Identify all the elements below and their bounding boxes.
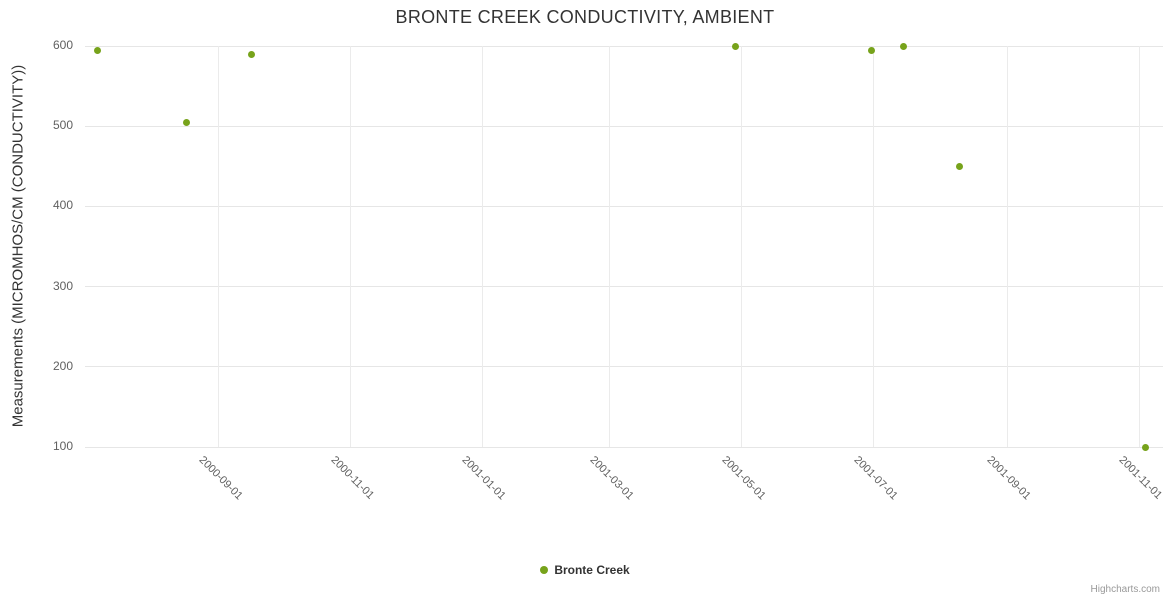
legend-marker-icon: [540, 566, 549, 574]
data-point[interactable]: [956, 162, 964, 170]
data-point[interactable]: [900, 42, 908, 50]
x-axis-tick-label: 2001-03-01: [587, 454, 636, 503]
data-point[interactable]: [247, 50, 255, 58]
data-point[interactable]: [867, 46, 875, 54]
data-point[interactable]: [94, 46, 102, 54]
x-gridline: [218, 46, 220, 447]
x-gridline: [1006, 46, 1008, 447]
x-gridline: [873, 46, 875, 447]
x-axis-tick-label: 2001-07-01: [851, 454, 900, 503]
y-axis-tick-label: 400: [52, 198, 73, 213]
y-gridline: [85, 446, 1163, 448]
data-point[interactable]: [731, 42, 739, 50]
y-axis-tick-label: 600: [52, 38, 73, 52]
x-gridline: [481, 46, 483, 447]
y-gridline: [85, 45, 1163, 47]
y-gridline: [85, 286, 1163, 288]
data-point[interactable]: [1142, 443, 1150, 451]
legend: Bronte Creek: [0, 563, 1170, 577]
y-axis-tick-label: 100: [52, 439, 73, 453]
x-gridline: [741, 46, 743, 447]
legend-item-bronte-creek[interactable]: Bronte Creek: [540, 563, 630, 577]
highcharts-credits-link[interactable]: Highcharts.com: [1090, 584, 1160, 595]
y-gridline: [85, 205, 1163, 207]
x-axis-tick-label: 2001-11-01: [1116, 454, 1165, 502]
chart-title: BRONTE CREEK CONDUCTIVITY, AMBIENT: [395, 7, 775, 27]
y-gridline: [85, 366, 1163, 368]
x-axis-tick-label: 2001-01-01: [459, 454, 509, 503]
x-gridline: [609, 46, 611, 447]
y-axis-tick-label: 500: [52, 118, 73, 133]
x-axis-tick-label: 2000-09-01: [196, 454, 245, 503]
x-gridline: [350, 46, 352, 447]
y-axis-tick-label: 200: [52, 358, 73, 373]
x-axis-tick-label: 2001-09-01: [984, 454, 1034, 503]
x-gridline: [1138, 46, 1140, 447]
y-gridline: [85, 125, 1163, 127]
x-axis-tick-label: 2001-05-01: [719, 454, 768, 503]
legend-label: Bronte Creek: [554, 563, 630, 577]
x-axis-tick-label: 2000-11-01: [328, 454, 376, 502]
y-axis-tick-label: 300: [52, 278, 73, 293]
data-point[interactable]: [183, 118, 191, 126]
